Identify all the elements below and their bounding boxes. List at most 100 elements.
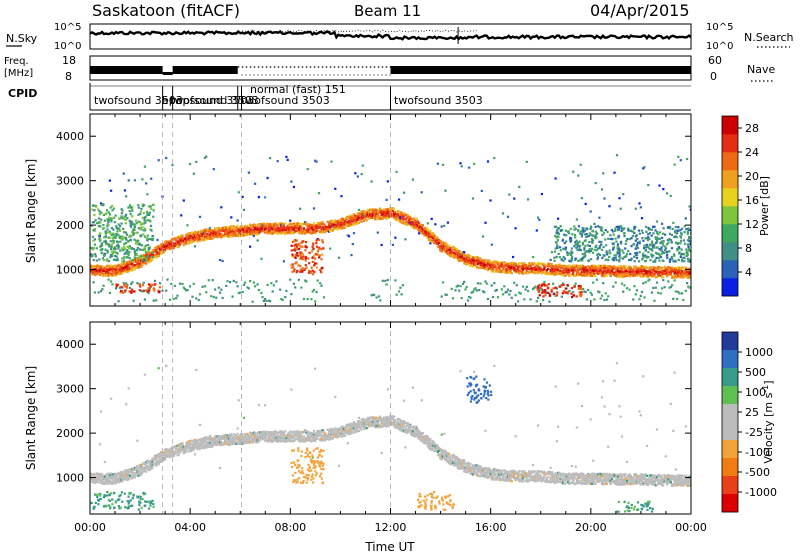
power-cell: [266, 176, 269, 180]
power-blob-cell: [570, 258, 573, 261]
power-cell: [168, 298, 172, 301]
noise-left-tick-low: 10^0: [54, 41, 81, 52]
power-cell: [252, 223, 255, 226]
power-cell: [138, 263, 141, 266]
power-cell: [371, 214, 374, 217]
power-cell: [663, 268, 666, 271]
power-blob-cell: [644, 249, 647, 252]
power-blob-cell: [124, 289, 127, 292]
power-cell: [311, 290, 314, 293]
power-blob-cell: [581, 243, 584, 246]
power-cell: [117, 270, 120, 273]
power-blob-cell: [612, 248, 615, 251]
power-blob-cell: [107, 260, 110, 263]
power-cell: [544, 272, 547, 275]
power-cell: [574, 257, 577, 260]
power-blob-cell: [146, 289, 149, 292]
power-cell: [92, 265, 95, 269]
power-cell: [292, 185, 295, 189]
power-blob-cell: [559, 225, 562, 228]
power-cell: [156, 253, 159, 256]
power-blob-cell: [121, 235, 124, 238]
power-cell: [572, 264, 575, 267]
power-cell: [160, 245, 163, 248]
power-cell: [327, 222, 331, 225]
power-cell: [206, 233, 209, 236]
power-cell: [506, 288, 510, 291]
power-cell: [227, 235, 230, 239]
power-blob-cell: [650, 253, 653, 256]
power-cell: [444, 189, 447, 192]
power-blob-cell: [99, 221, 102, 224]
power-cell: [206, 234, 209, 237]
power-cell: [490, 270, 493, 273]
power-cell: [663, 265, 666, 269]
power-cell: [275, 230, 278, 234]
power-cell: [352, 219, 356, 222]
power-blob-cell: [142, 212, 145, 215]
power-cell: [291, 229, 294, 232]
power-cell: [102, 267, 105, 270]
power-cell: [241, 234, 244, 237]
power-blob-cell: [92, 246, 95, 250]
power-cell: [205, 237, 208, 240]
power-cell: [284, 228, 287, 231]
power-blob-cell: [597, 252, 600, 255]
power-cell: [183, 242, 187, 245]
power-cell: [186, 233, 189, 236]
power-cell: [468, 166, 471, 169]
power-cell: [480, 262, 483, 265]
power-cell: [274, 229, 277, 232]
power-blob-cell: [633, 231, 636, 235]
power-blob-cell: [559, 249, 562, 252]
power-cell: [479, 262, 482, 265]
power-cell: [654, 268, 657, 271]
power-cell: [513, 264, 516, 267]
power-cell: [148, 260, 151, 263]
power-cell: [267, 229, 270, 233]
power-cell: [183, 287, 187, 291]
power-cell: [376, 231, 379, 234]
power-cell: [289, 226, 292, 229]
power-cell: [378, 295, 381, 298]
power-cell: [673, 163, 676, 166]
power-cell: [552, 265, 555, 268]
power-blob-cell: [570, 292, 573, 295]
power-blob-cell: [126, 216, 129, 220]
power-cell: [321, 223, 324, 226]
power-cell: [130, 269, 133, 272]
power-cell: [301, 222, 304, 226]
power-blob-cell: [571, 251, 574, 254]
power-blob-cell: [680, 248, 683, 251]
power-cell: [593, 266, 596, 269]
power-blob-cell: [313, 270, 316, 273]
power-blob-cell: [616, 250, 619, 253]
power-cell: [125, 262, 128, 265]
power-cell: [570, 266, 573, 269]
power-cell: [257, 288, 260, 292]
power-blob-cell: [112, 233, 115, 236]
power-cell: [603, 275, 606, 278]
power-cell: [329, 227, 332, 230]
power-cell: [504, 271, 507, 274]
power-cell: [219, 291, 222, 294]
power-cell: [548, 272, 551, 275]
power-cell: [220, 206, 223, 209]
power-cell: [399, 213, 402, 216]
power-cell: [279, 230, 282, 233]
power-cell: [105, 270, 108, 273]
power-cell: [582, 270, 585, 273]
power-cell: [332, 225, 336, 228]
power-cell: [549, 273, 552, 276]
power-cell: [306, 226, 309, 229]
power-cell: [564, 266, 567, 269]
power-blob-cell: [125, 238, 128, 241]
power-cell: [554, 265, 557, 268]
power-cell: [609, 266, 612, 269]
power-blob-cell: [106, 225, 109, 228]
power-cell: [235, 281, 238, 284]
power-blob-cell: [138, 283, 141, 286]
power-cell: [371, 213, 374, 216]
power-cell: [517, 269, 520, 272]
power-cell: [296, 224, 299, 227]
